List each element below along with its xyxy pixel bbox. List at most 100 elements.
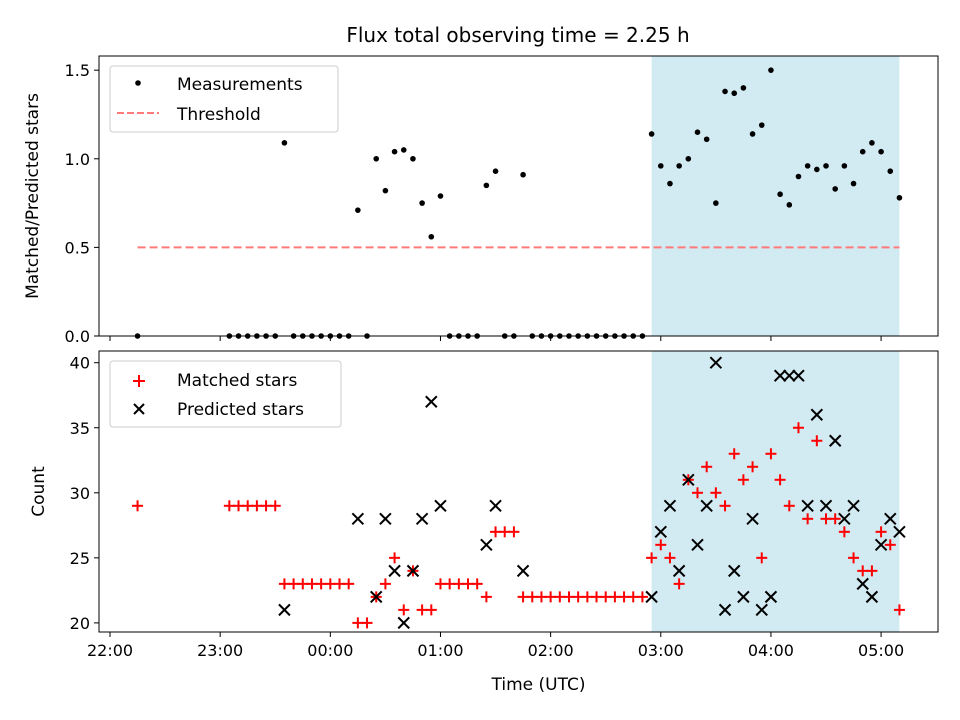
predicted-star-point: [406, 564, 420, 578]
matched-star-point: [444, 578, 456, 590]
measurement-point: [722, 88, 728, 95]
predicted-star-point: [746, 512, 759, 526]
matched-star-point: [591, 591, 603, 603]
predicted-star-point: [847, 499, 860, 513]
measurement-point: [887, 168, 894, 174]
matched-star-point: [471, 578, 483, 590]
measurement-point: [749, 131, 756, 137]
bottom-y-ticks: 20 25 30 35 40: [70, 354, 99, 633]
measurement-point: [483, 182, 490, 189]
x-axis-label: Time (UTC): [491, 675, 586, 695]
y-tick-label: 25: [70, 549, 90, 568]
measurement-point: [814, 166, 820, 173]
measurement-point: [795, 173, 802, 180]
matched-star-point: [857, 565, 869, 577]
predicted-star-point: [516, 564, 530, 578]
matched-star-point: [609, 591, 621, 603]
predicted-star-point: [755, 603, 768, 617]
legend-matched-label: Matched stars: [177, 371, 297, 391]
measurement-point: [768, 67, 774, 73]
predicted-star-point: [884, 512, 897, 526]
matched-star-point: [664, 552, 676, 564]
matched-star-point: [600, 591, 612, 603]
matched-star-point: [765, 448, 777, 460]
measurement-point: [694, 129, 701, 136]
predicted-star-point: [801, 499, 814, 513]
predicted-star-markers: [278, 356, 906, 630]
matched-star-point: [820, 513, 832, 525]
measurement-point: [685, 155, 692, 162]
bottom-x-ticks: 22:00 23:00 00:00 01:00 02:00 03:00 04:00 05:00: [87, 632, 904, 660]
matched-star-point: [389, 552, 401, 564]
matched-star-point: [848, 552, 860, 564]
matched-star-point: [535, 591, 547, 603]
measurement-point: [713, 200, 719, 206]
predicted-star-point: [718, 603, 732, 617]
matched-star-point: [618, 591, 630, 603]
matched-star-markers: [132, 422, 905, 629]
measurement-point: [740, 85, 747, 91]
predicted-star-point: [672, 564, 686, 578]
measurement-point: [896, 194, 903, 201]
predicted-star-point: [388, 564, 401, 578]
matched-star-point: [324, 578, 336, 590]
top-y-ticks: 0.0 0.5 1.0 1.5: [65, 61, 99, 346]
matched-star-point: [269, 500, 281, 512]
matched-star-point: [710, 487, 722, 499]
measurement-point: [703, 136, 710, 143]
matched-star-point: [343, 578, 355, 590]
predicted-star-point: [682, 473, 695, 486]
measurement-point: [667, 180, 673, 187]
matched-star-point: [251, 500, 263, 512]
matched-star-point: [315, 578, 327, 590]
y-tick-label: 35: [70, 419, 90, 438]
matched-star-point: [554, 591, 566, 603]
y-tick-label: 0.5: [65, 238, 90, 257]
matched-star-point: [728, 448, 740, 460]
legend-predicted-marker: [133, 403, 145, 415]
top-x-ticks: [109, 336, 882, 341]
bottom-legend: Matched stars Predicted stars: [109, 360, 342, 428]
measurement-point: [492, 168, 499, 174]
top-legend: Measurements Threshold: [109, 65, 339, 133]
measurement-point: [676, 163, 682, 169]
measurement-point: [520, 171, 526, 178]
top-panel: 0.0 0.5 1.0 1.5 Matched/Predicted stars Mea…: [23, 55, 939, 346]
top-legend-box: [109, 65, 339, 133]
bottom-y-axis-label: Count: [29, 466, 49, 517]
measurement-point: [400, 147, 407, 153]
predicted-star-point: [893, 525, 906, 539]
matched-star-point: [526, 591, 538, 603]
measurement-point: [437, 193, 444, 199]
predicted-star-point: [783, 369, 796, 382]
measurement-points: [134, 67, 903, 339]
matched-star-point: [132, 500, 144, 512]
legend-predicted-label: Predicted stars: [177, 400, 304, 420]
matched-star-point: [838, 526, 850, 538]
predicted-star-point: [480, 538, 493, 552]
matched-star-point: [297, 578, 309, 590]
predicted-star-point: [764, 590, 778, 604]
matched-star-point: [233, 500, 245, 512]
predicted-star-point: [838, 512, 851, 526]
matched-star-point: [361, 617, 373, 629]
measurement-point: [419, 200, 425, 206]
matched-star-point: [691, 487, 703, 499]
x-tick-label: 01:00: [417, 641, 463, 660]
predicted-star-point: [773, 369, 787, 382]
predicted-star-point: [737, 590, 750, 604]
matched-star-point: [508, 526, 520, 538]
predicted-star-point: [709, 356, 723, 369]
matched-star-point: [563, 591, 575, 603]
predicted-star-point: [728, 564, 741, 578]
matched-star-point: [242, 500, 254, 512]
measurement-point: [428, 233, 435, 240]
measurement-point: [841, 163, 848, 169]
matched-star-point: [416, 604, 428, 616]
predicted-star-point: [819, 499, 833, 513]
matched-star-point: [627, 591, 639, 603]
measurement-point: [391, 148, 398, 155]
matched-star-point: [462, 578, 474, 590]
bottom-panel: 20 25 30 35 40 22:00 23:00 00:00 01:00 02:00 03:0…: [29, 350, 939, 695]
measurement-point: [786, 202, 793, 208]
